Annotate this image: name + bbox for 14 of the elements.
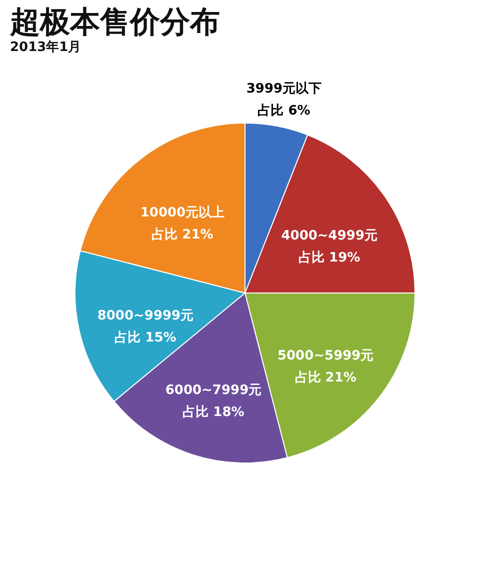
slice-label: 4000~4999元 — [281, 228, 378, 244]
data-label: 占比 15% — [114, 330, 176, 346]
data-label: 占比 21% — [294, 370, 356, 386]
slice-label: 3999元以下 — [246, 82, 322, 97]
chart-title: 超极本售价分布 — [9, 5, 220, 40]
slice-label: 5000~5999元 — [277, 348, 374, 364]
slice-label: 8000~9999元 — [97, 308, 194, 324]
chart-subtitle: 2013年1月 — [10, 40, 82, 55]
data-label: 占比 19% — [298, 250, 360, 266]
data-label: 占比 21% — [152, 227, 214, 242]
slice-label: 10000元以上 — [140, 205, 225, 220]
data-label: 占比 18% — [182, 405, 244, 420]
slice-label: 6000~7999元 — [165, 383, 262, 398]
data-label: 占比 6% — [258, 104, 310, 119]
